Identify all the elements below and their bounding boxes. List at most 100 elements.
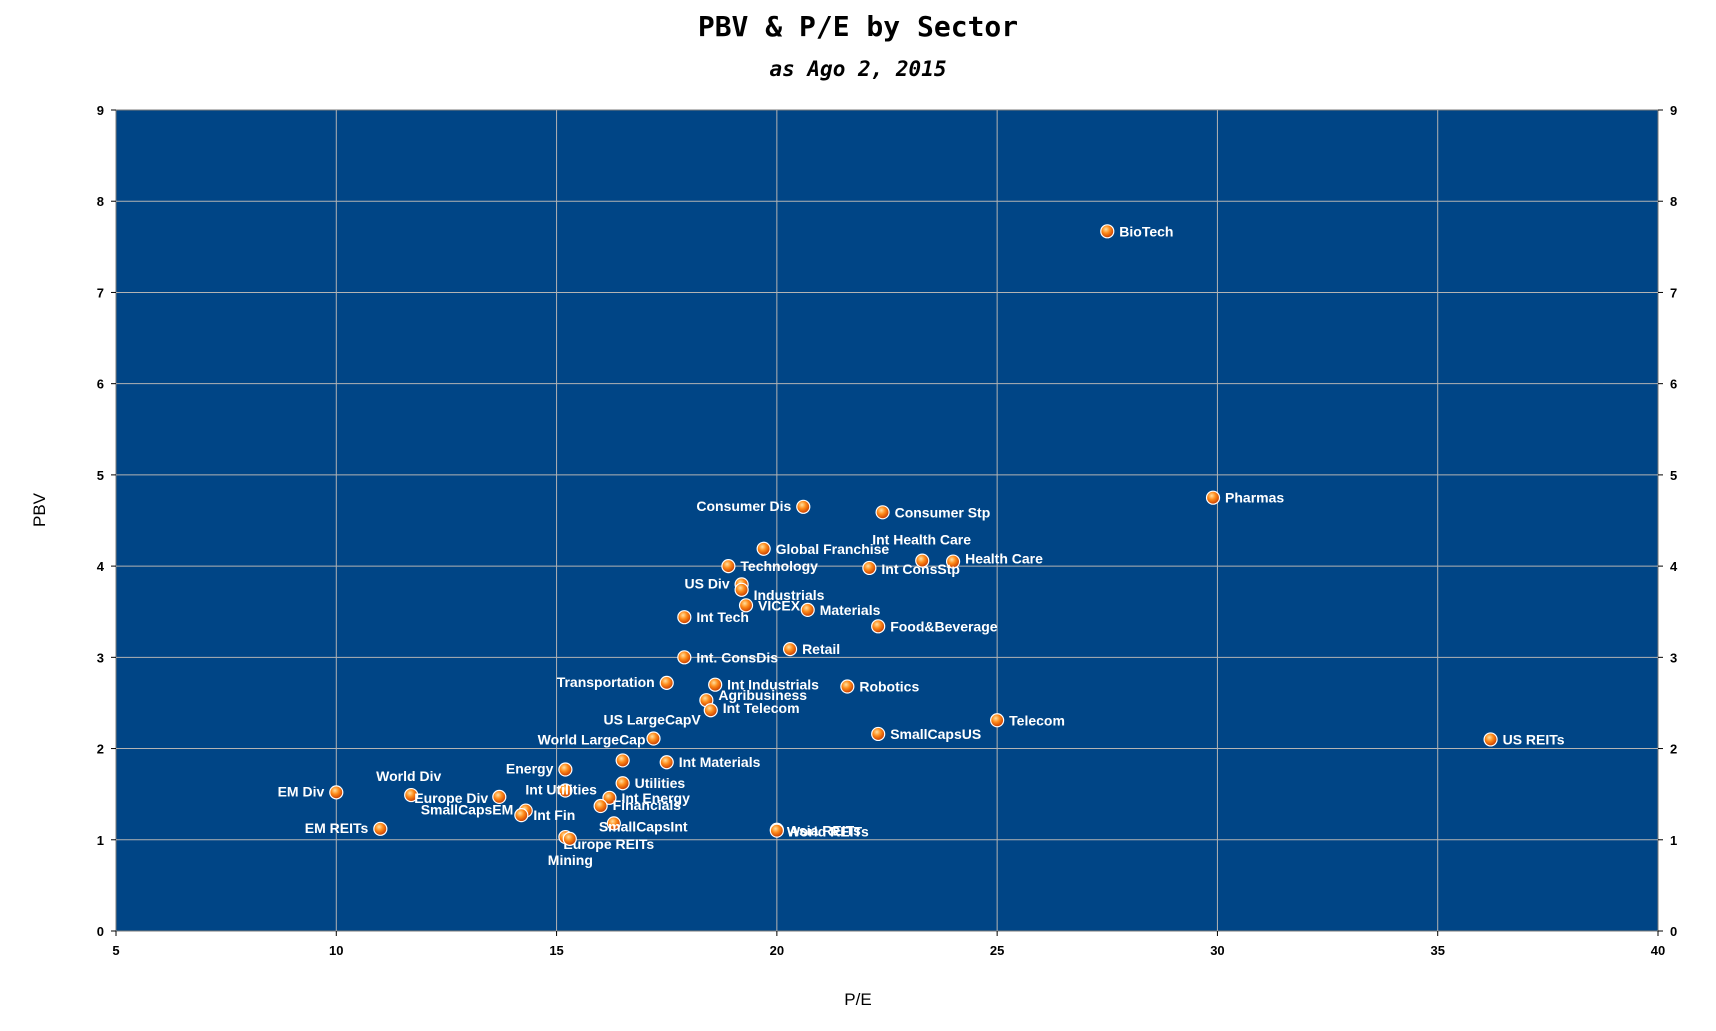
y-tick-label-left: 9 [97, 103, 104, 118]
x-tick-label: 20 [770, 943, 784, 958]
data-point-marker [558, 762, 573, 777]
data-point-marker [404, 787, 419, 803]
data-point-marker [606, 816, 621, 831]
y-tick-label-right: 2 [1670, 742, 1677, 757]
data-point-label: SmallCapsEM [421, 802, 514, 818]
data-point-label: Retail [802, 641, 840, 657]
data-point-marker [734, 582, 749, 597]
data-point-marker [1483, 732, 1498, 747]
x-tick-label: 5 [112, 943, 119, 958]
data-point-label: Int Fin [533, 807, 575, 823]
y-tick-label-left: 2 [97, 742, 104, 757]
data-point-marker [862, 560, 877, 576]
data-point-label: Robotics [859, 679, 919, 695]
grid-lines [116, 110, 1658, 931]
data-point-label: Int. ConsDis [696, 649, 778, 665]
x-tick-label: 30 [1210, 943, 1224, 958]
data-point-label: Int ConsStp [881, 561, 960, 577]
data-point-marker [492, 789, 507, 805]
data-point-label: Consumer Stp [895, 504, 991, 520]
data-point-label: Int Health Care [872, 532, 971, 548]
data-point-label: Telecom [1009, 712, 1065, 728]
data-point-marker [782, 642, 798, 657]
data-point-label: Industrials [754, 587, 825, 603]
data-point-label: Int Energy [621, 790, 690, 806]
data-point-marker [615, 753, 630, 768]
data-point-label: Int Tech [696, 609, 749, 625]
y-axis-ticks: 0 0 1 1 2 2 3 3 4 4 5 5 6 6 7 7 8 8 9 9 [97, 103, 1678, 939]
data-point-label: Int Materials [679, 754, 761, 770]
data-point-marker [875, 505, 890, 520]
x-tick-label: 15 [549, 943, 563, 958]
data-point-marker [615, 776, 630, 791]
data-point-marker [514, 808, 529, 823]
data-point-label: VICEX [758, 597, 801, 613]
data-point-marker [703, 703, 718, 718]
y-tick-label-left: 6 [97, 377, 104, 392]
data-point-label: Int Telecom [723, 700, 800, 716]
y-tick-label-left: 3 [97, 650, 104, 665]
data-point-marker [1205, 490, 1221, 505]
y-tick-label-right: 4 [1670, 559, 1678, 574]
data-point-label: World REITs [787, 824, 869, 840]
data-point-label: World LargeCap [538, 731, 646, 747]
data-point-label: Agribusiness [718, 687, 807, 703]
data-point-label: Utilities [635, 775, 686, 791]
data-point-marker [721, 559, 736, 574]
data-point-marker [738, 598, 754, 613]
data-point-label: Transportation [557, 674, 655, 690]
data-point-label: US Div [684, 575, 729, 591]
data-point-label: Mining [548, 852, 593, 868]
data-point-label: US REITs [1503, 731, 1565, 747]
data-point-marker [659, 675, 674, 690]
data-point-label: Technology [740, 558, 818, 574]
x-axis-ticks: 5 10 15 20 25 30 35 40 [112, 931, 1665, 958]
y-tick-label-right: 6 [1670, 377, 1677, 392]
data-point-marker [915, 553, 930, 568]
chart-subtitle: as Ago 2, 2015 [769, 57, 947, 81]
data-point-marker [840, 679, 855, 694]
data-point-marker [602, 790, 617, 805]
data-point-marker [373, 821, 388, 836]
data-point-label: SmallCapsUS [890, 726, 981, 742]
data-point-marker [800, 602, 815, 617]
data-point-marker [796, 499, 811, 514]
data-point-marker [646, 731, 661, 746]
y-tick-label-left: 8 [97, 194, 104, 209]
data-point-label: BioTech [1119, 223, 1173, 239]
x-tick-label: 25 [990, 943, 1004, 958]
data-point-marker [871, 619, 886, 634]
y-tick-label-right: 3 [1670, 650, 1677, 665]
data-point-label: Energy [506, 761, 554, 777]
x-tick-label: 10 [329, 943, 343, 958]
x-tick-label: 35 [1430, 943, 1444, 958]
data-point-label: Financials [613, 797, 682, 813]
y-tick-label-right: 0 [1670, 924, 1677, 939]
y-tick-label-left: 0 [97, 924, 104, 939]
y-tick-label-right: 5 [1670, 468, 1677, 483]
data-point-marker [769, 823, 784, 838]
y-tick-label-left: 5 [97, 468, 104, 483]
y-tick-label-left: 7 [97, 285, 104, 300]
data-point-marker [756, 541, 771, 556]
data-point-label: Pharmas [1225, 490, 1284, 506]
data-point-label: Health Care [965, 551, 1043, 567]
plot-area [115, 109, 1659, 932]
data-point-label: World Div [376, 768, 441, 784]
data-point-marker [871, 726, 886, 742]
data-point-marker [990, 713, 1005, 728]
data-point-marker [558, 783, 573, 798]
data-point-marker [945, 554, 961, 569]
data-point-marker [329, 785, 344, 800]
data-point-label: Europe REITs [563, 836, 654, 852]
data-point-label: Consumer Dis [696, 498, 791, 514]
y-tick-label-right: 7 [1670, 285, 1677, 300]
y-tick-label-left: 4 [97, 559, 105, 574]
x-axis-label: P/E [844, 990, 872, 1009]
data-point-label: EM REITs [305, 820, 369, 836]
x-tick-label: 40 [1651, 943, 1665, 958]
data-point-label: SmallCapsInt [599, 818, 688, 834]
data-point-label: Asia REITs [789, 823, 861, 839]
data-point-label: Int Industrials [727, 677, 819, 693]
